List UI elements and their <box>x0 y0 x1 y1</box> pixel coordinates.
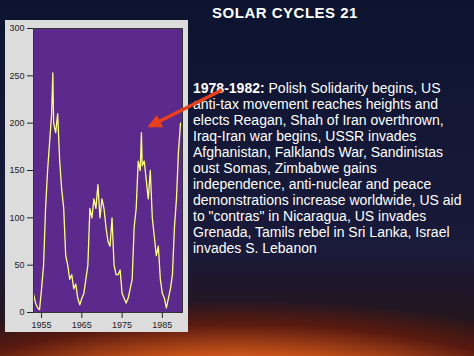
svg-text:50: 50 <box>14 260 24 270</box>
svg-text:1965: 1965 <box>72 320 92 330</box>
svg-text:100: 100 <box>9 213 24 223</box>
svg-text:150: 150 <box>9 165 24 175</box>
svg-text:1985: 1985 <box>152 320 172 330</box>
html-text:1978-1982: Polish Solidarity b: 1978-1982: Polish Solidarity begins, US … <box>193 80 462 256</box>
svg-text:200: 200 <box>9 118 24 128</box>
svg-text:1975: 1975 <box>112 320 132 330</box>
svg-text:1955: 1955 <box>32 320 52 330</box>
svg-text:0: 0 <box>19 307 24 317</box>
html-text:SOLAR CYCLES 21: SOLAR CYCLES 21 <box>212 4 358 21</box>
svg-text:250: 250 <box>9 71 24 81</box>
svg-text:300: 300 <box>9 23 24 33</box>
